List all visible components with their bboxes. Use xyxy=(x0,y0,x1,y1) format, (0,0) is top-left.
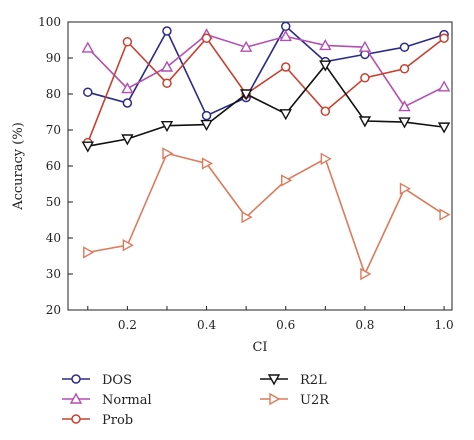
x-tick-label: 0.2 xyxy=(118,318,137,332)
data-point-u2r xyxy=(360,267,372,281)
legend-label: Normal xyxy=(102,393,152,408)
series-line-u2r xyxy=(87,152,445,277)
legend-marker xyxy=(69,392,83,404)
data-point-normal xyxy=(279,29,292,42)
legend-item-normal: Normal xyxy=(62,392,152,408)
x-axis-label: CI xyxy=(252,340,267,355)
y-tick-label: 70 xyxy=(46,123,61,137)
y-axis: 20 30 40 50 60 70 80 90 100 xyxy=(38,15,73,317)
data-point-u2r xyxy=(122,239,134,252)
series-normal xyxy=(81,28,451,112)
data-point-dos xyxy=(201,110,212,121)
data-point-r2l xyxy=(121,134,134,146)
series-line-normal xyxy=(87,33,445,108)
data-point-normal xyxy=(319,38,332,51)
x-axis: 0.2 0.4 0.6 0.8 1.0 xyxy=(87,306,454,332)
data-point-normal xyxy=(358,40,372,52)
legend-item-u2r: U2R xyxy=(260,392,330,408)
data-point-u2r xyxy=(281,174,293,187)
data-point-r2l xyxy=(437,122,451,134)
data-point-r2l xyxy=(239,89,253,101)
legend-marker xyxy=(71,414,81,424)
data-point-normal xyxy=(121,82,134,94)
data-point-prob xyxy=(280,62,291,72)
y-tick-label: 60 xyxy=(46,159,61,173)
legend-item-dos: DOS xyxy=(62,373,132,388)
y-tick-label: 80 xyxy=(46,87,61,101)
legend: DOS Normal Prob R2L U2R xyxy=(62,373,330,428)
legend-item-prob: Prob xyxy=(62,413,133,428)
legend-item-r2l: R2L xyxy=(260,373,327,388)
series-group xyxy=(81,21,451,281)
y-tick-label: 100 xyxy=(38,15,61,29)
y-tick-label: 40 xyxy=(46,231,61,245)
data-point-prob xyxy=(439,33,449,43)
data-point-r2l xyxy=(160,120,174,133)
data-point-r2l xyxy=(200,119,213,132)
data-point-prob xyxy=(201,33,212,43)
data-point-u2r xyxy=(439,208,451,221)
data-point-r2l xyxy=(358,116,372,128)
data-point-u2r xyxy=(320,152,332,165)
series-r2l xyxy=(81,60,451,153)
y-axis-label: Accuracy (%) xyxy=(11,122,26,211)
x-tick-label: 1.0 xyxy=(435,318,454,332)
data-point-normal xyxy=(239,40,253,52)
data-point-dos xyxy=(162,26,172,36)
data-point-u2r xyxy=(399,182,411,195)
y-tick-label: 50 xyxy=(46,195,61,209)
y-tick-label: 20 xyxy=(46,303,61,317)
data-point-u2r xyxy=(201,157,213,170)
x-tick-label: 0.6 xyxy=(276,318,295,332)
y-tick-label: 90 xyxy=(46,51,61,65)
data-point-dos xyxy=(122,98,133,108)
data-point-prob xyxy=(320,106,331,117)
data-point-u2r xyxy=(162,147,174,160)
y-tick-label: 30 xyxy=(46,267,61,281)
data-point-normal xyxy=(81,41,94,53)
legend-marker xyxy=(269,392,281,406)
x-tick-label: 0.4 xyxy=(197,318,216,332)
series-u2r xyxy=(83,147,451,281)
data-point-r2l xyxy=(81,141,94,153)
legend-label: DOS xyxy=(102,373,132,388)
legend-label: R2L xyxy=(300,373,327,388)
series-line-dos xyxy=(87,25,445,117)
series-line-prob xyxy=(87,36,445,143)
data-point-dos xyxy=(280,21,291,32)
legend-label: Prob xyxy=(102,413,133,428)
data-point-dos xyxy=(83,87,93,97)
data-point-u2r xyxy=(83,246,95,259)
series-line-r2l xyxy=(87,63,445,147)
data-point-prob xyxy=(360,73,370,83)
data-point-prob xyxy=(162,78,172,88)
data-point-prob xyxy=(399,64,410,74)
data-point-r2l xyxy=(319,60,332,72)
plot-frame xyxy=(67,21,453,311)
data-point-r2l xyxy=(398,117,411,129)
data-point-normal xyxy=(398,100,411,112)
data-point-u2r xyxy=(241,210,253,224)
x-tick-label: 0.8 xyxy=(355,318,374,332)
data-point-prob xyxy=(122,37,133,47)
legend-marker xyxy=(267,374,281,386)
legend-label: U2R xyxy=(300,393,330,408)
data-point-normal xyxy=(437,80,451,92)
data-point-normal xyxy=(160,60,174,72)
data-point-dos xyxy=(399,42,410,52)
plot-area xyxy=(67,21,453,311)
legend-marker xyxy=(71,374,81,384)
data-point-r2l xyxy=(279,109,292,121)
